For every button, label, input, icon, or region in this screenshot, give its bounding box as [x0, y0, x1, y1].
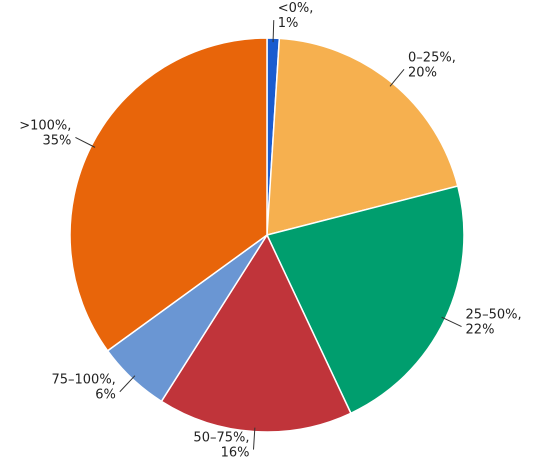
- slice-value-label: 20%: [408, 65, 437, 80]
- leader-line: [389, 69, 405, 87]
- slice-value-label: 6%: [95, 388, 116, 403]
- leader-line: [272, 20, 275, 43]
- slice-label: >100%,: [19, 118, 71, 133]
- slice-value-label: 16%: [221, 446, 250, 461]
- slice-label: 25–50%,: [466, 308, 522, 323]
- leader-line: [75, 136, 96, 148]
- leader-line: [441, 316, 462, 327]
- slice-label: 0–25%,: [408, 50, 456, 65]
- slice-value-label: 35%: [43, 133, 72, 148]
- slice-value-label: 1%: [278, 16, 299, 31]
- slice-label: <0%,: [278, 1, 314, 16]
- leader-line: [253, 427, 256, 450]
- slice-label: 75–100%,: [51, 373, 115, 388]
- leader-line: [119, 375, 136, 393]
- slice-value-label: 22%: [466, 323, 495, 338]
- slice-label: 50–75%,: [193, 431, 249, 446]
